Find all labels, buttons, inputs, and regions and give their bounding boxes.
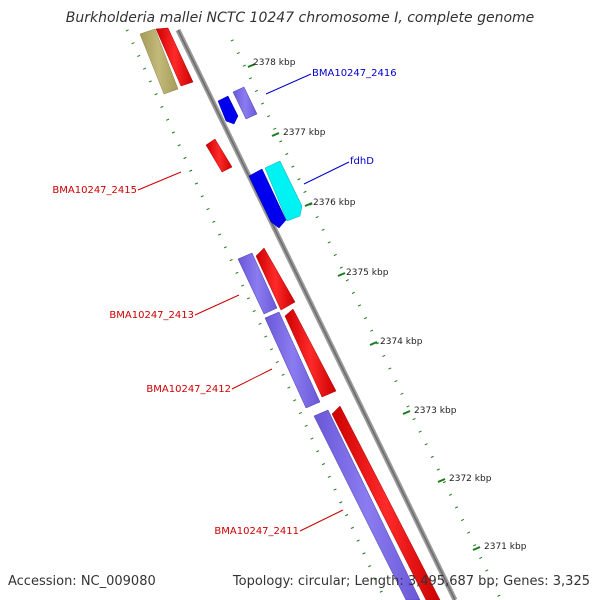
scale-tick-label: 2374 kbp — [380, 337, 423, 347]
accession-text: Accession: NC_009080 — [8, 574, 156, 589]
cds-fdhD[interactable] — [264, 160, 303, 222]
gene-label-bma2412[interactable]: BMA10247_2412 — [146, 384, 231, 395]
cds-bma2412[interactable] — [264, 311, 321, 409]
cds-bma2413-purple[interactable] — [237, 252, 278, 315]
cds-red-middle[interactable] — [284, 308, 337, 398]
cds-bma2416-blue[interactable] — [217, 95, 239, 125]
cds-top-red[interactable] — [155, 27, 194, 87]
leader-line-bma2416 — [265, 73, 312, 95]
genome-summary-text: Topology: circular; Length: 3,495,687 bp… — [232, 574, 590, 589]
gene-label-bma2413[interactable]: BMA10247_2413 — [109, 310, 194, 321]
leader-line-bma2411 — [299, 509, 344, 532]
leader-line-fdhD — [303, 161, 350, 185]
gene-label-bma2411[interactable]: BMA10247_2411 — [214, 526, 299, 537]
scale-tick-label: 2373 kbp — [414, 406, 457, 416]
leader-line-bma2415 — [137, 171, 182, 191]
gene-label-bma2415[interactable]: BMA10247_2415 — [52, 185, 137, 196]
cds-bma2415[interactable] — [205, 138, 233, 173]
gene-label-bma2416[interactable]: BMA10247_2416 — [312, 68, 397, 79]
cds-bma2413[interactable] — [255, 247, 296, 311]
cds-bma2411[interactable] — [331, 405, 441, 600]
map-title: Burkholderia mallei NCTC 10247 chromosom… — [65, 10, 535, 26]
scale-tick-label: 2372 kbp — [449, 474, 492, 484]
leader-line-bma2412 — [231, 368, 273, 390]
cds-bma2416[interactable] — [232, 86, 258, 120]
scale-tick-label: 2375 kbp — [346, 268, 389, 278]
scale-tick-label: 2378 kbp — [253, 58, 296, 68]
cds-bma2411-purple[interactable] — [313, 409, 421, 600]
cds-blue-near-fdhD[interactable] — [248, 168, 287, 229]
gene-label-fdhD[interactable]: fdhD — [350, 156, 374, 167]
leader-line-bma2413 — [194, 294, 240, 316]
scale-tick-label: 2376 kbp — [313, 198, 356, 208]
scale-ticks — [247, 63, 481, 551]
olive-feature — [139, 28, 179, 95]
scale-tick-label: 2377 kbp — [283, 128, 326, 138]
scale-tick-label: 2371 kbp — [484, 542, 527, 552]
